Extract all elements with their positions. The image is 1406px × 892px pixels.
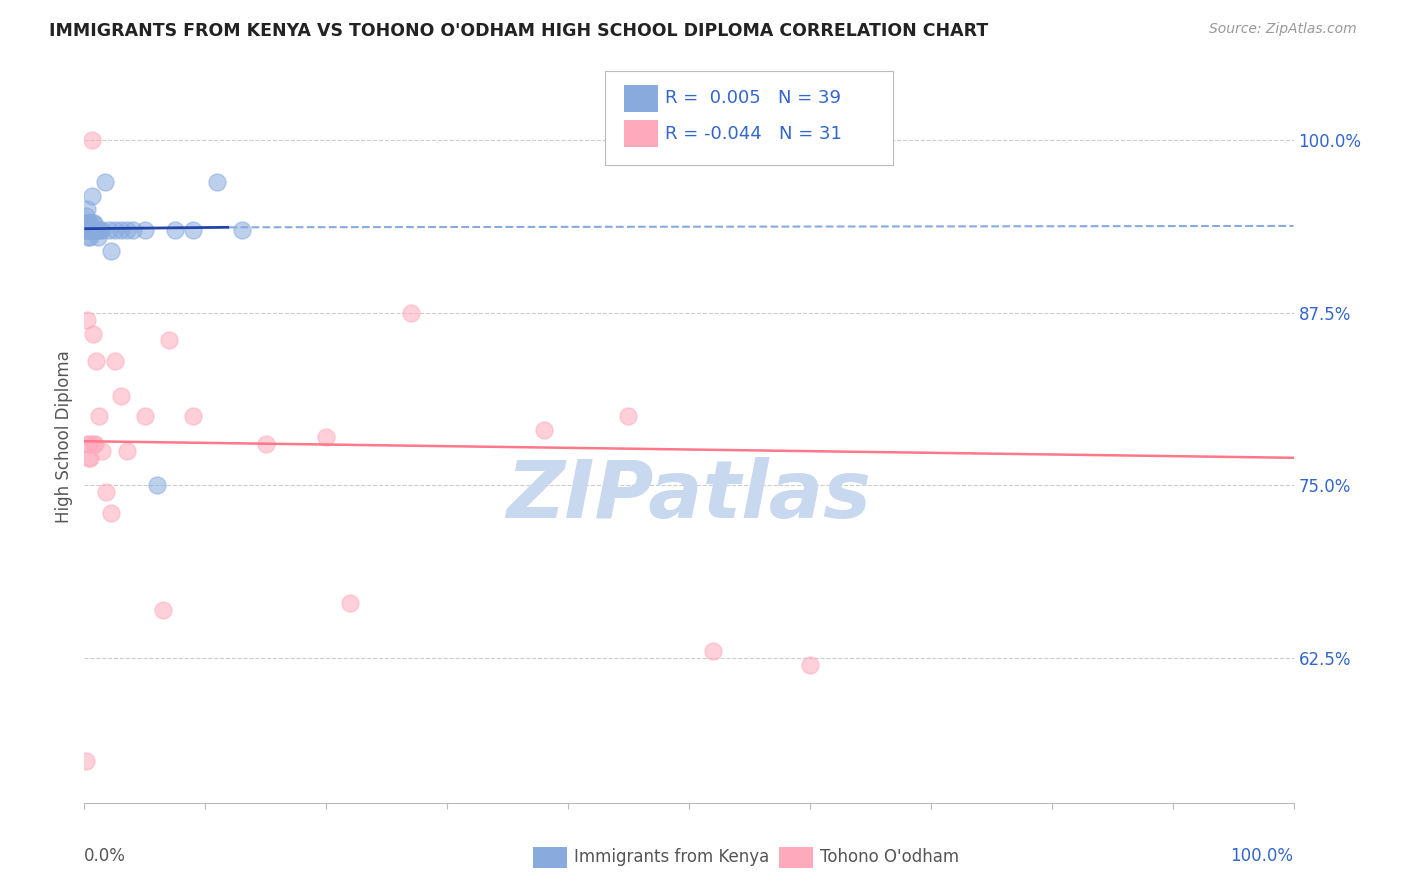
Point	[77, 216, 100, 230]
Text: 0.0%: 0.0%	[84, 847, 127, 864]
Point	[152, 602, 174, 616]
Point	[84, 223, 107, 237]
Text: Immigrants from Kenya: Immigrants from Kenya	[574, 848, 769, 866]
Point	[254, 437, 277, 451]
Text: 100.0%: 100.0%	[1230, 847, 1294, 864]
Point	[77, 223, 100, 237]
Point	[91, 443, 114, 458]
Point	[339, 596, 361, 610]
Point	[91, 223, 114, 237]
Point	[75, 216, 97, 230]
Y-axis label: High School Diploma: High School Diploma	[55, 351, 73, 524]
Point	[94, 175, 117, 189]
Text: IMMIGRANTS FROM KENYA VS TOHONO O'ODHAM HIGH SCHOOL DIPLOMA CORRELATION CHART: IMMIGRANTS FROM KENYA VS TOHONO O'ODHAM …	[49, 22, 988, 40]
Point	[84, 437, 107, 451]
Point	[100, 244, 122, 258]
Text: Tohono O'odham: Tohono O'odham	[820, 848, 959, 866]
Point	[83, 216, 105, 230]
Point	[315, 430, 337, 444]
Point	[80, 188, 103, 202]
Point	[157, 334, 180, 348]
Point	[89, 223, 111, 237]
Point	[86, 354, 108, 368]
Point	[79, 450, 101, 465]
Point	[181, 409, 204, 424]
Point	[79, 230, 101, 244]
Point	[399, 306, 422, 320]
Text: R = -0.044   N = 31: R = -0.044 N = 31	[665, 125, 842, 143]
Point	[86, 223, 108, 237]
Point	[134, 223, 156, 237]
Point	[77, 230, 100, 244]
Point	[702, 644, 724, 658]
Text: ZIPatlas: ZIPatlas	[506, 457, 872, 534]
Point	[100, 506, 122, 520]
Point	[76, 216, 98, 230]
Point	[76, 202, 98, 217]
Point	[617, 409, 640, 424]
Point	[76, 223, 98, 237]
Point	[165, 223, 187, 237]
Point	[94, 485, 117, 500]
Point	[82, 223, 104, 237]
Point	[82, 216, 104, 230]
Point	[83, 437, 105, 451]
Point	[80, 223, 103, 237]
Point	[104, 354, 127, 368]
Point	[77, 216, 100, 230]
Point	[77, 437, 100, 451]
Point	[110, 389, 132, 403]
Point	[86, 230, 108, 244]
Point	[146, 478, 169, 492]
Text: R =  0.005   N = 39: R = 0.005 N = 39	[665, 89, 841, 107]
Point	[77, 450, 100, 465]
Point	[533, 423, 555, 437]
Point	[87, 223, 110, 237]
Point	[231, 223, 253, 237]
Point	[97, 223, 120, 237]
Point	[75, 755, 97, 769]
Point	[115, 443, 138, 458]
Point	[181, 223, 204, 237]
Point	[121, 223, 143, 237]
Point	[80, 133, 103, 147]
Point	[87, 409, 110, 424]
Point	[134, 409, 156, 424]
Point	[75, 209, 97, 223]
Point	[79, 216, 101, 230]
Point	[79, 223, 101, 237]
Point	[77, 437, 100, 451]
Point	[799, 657, 821, 672]
Point	[104, 223, 127, 237]
Point	[83, 223, 105, 237]
Point	[76, 312, 98, 326]
Point	[110, 223, 132, 237]
Point	[115, 223, 138, 237]
Point	[82, 326, 104, 341]
Point	[77, 223, 100, 237]
Point	[75, 223, 97, 237]
Point	[207, 175, 229, 189]
Text: Source: ZipAtlas.com: Source: ZipAtlas.com	[1209, 22, 1357, 37]
